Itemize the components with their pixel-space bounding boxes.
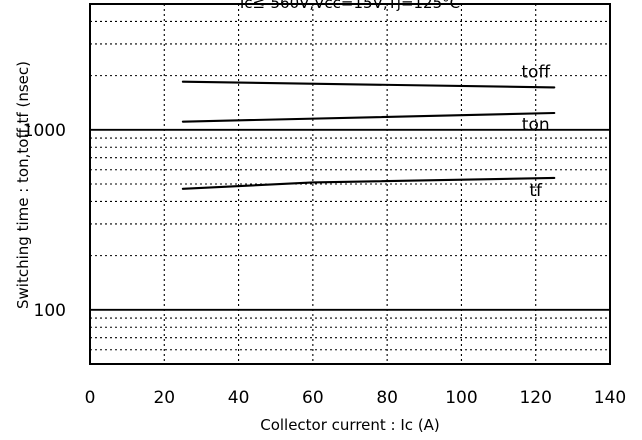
series-line-ton <box>181 111 556 123</box>
x-tick-label: 100 <box>445 388 477 408</box>
series-label-ton: ton <box>522 115 550 135</box>
chart-title: Ic≤-560V,Vcc=15V,Tj=125°C <box>240 0 460 12</box>
x-tick-label: 120 <box>519 388 551 408</box>
y-tick-label: 1000 <box>23 121 66 141</box>
x-tick-label: 140 <box>594 388 626 408</box>
series-line-tf <box>181 176 556 190</box>
x-axis-label: Collector current : Ic (A) <box>260 416 440 434</box>
series-layer <box>181 80 556 190</box>
x-tick-label: 0 <box>85 388 96 408</box>
series-label-tf: tf <box>529 181 543 201</box>
series-label-layer: toff ton tf <box>521 63 551 201</box>
grid-layer <box>90 4 610 364</box>
y-tick-label: 100 <box>34 301 66 321</box>
y-axis-label: Switching time : ton,toff,tf (nsec) <box>14 61 32 309</box>
series-line-toff <box>181 80 556 89</box>
x-tick-label: 80 <box>376 388 398 408</box>
plot-frame <box>89 3 611 365</box>
series-label-toff: toff <box>521 63 551 83</box>
tick-layer: 0 20 40 60 80 100 120 140 100 1000 <box>23 121 626 408</box>
x-tick-label: 60 <box>302 388 324 408</box>
x-tick-label: 40 <box>228 388 250 408</box>
x-tick-label: 20 <box>153 388 175 408</box>
